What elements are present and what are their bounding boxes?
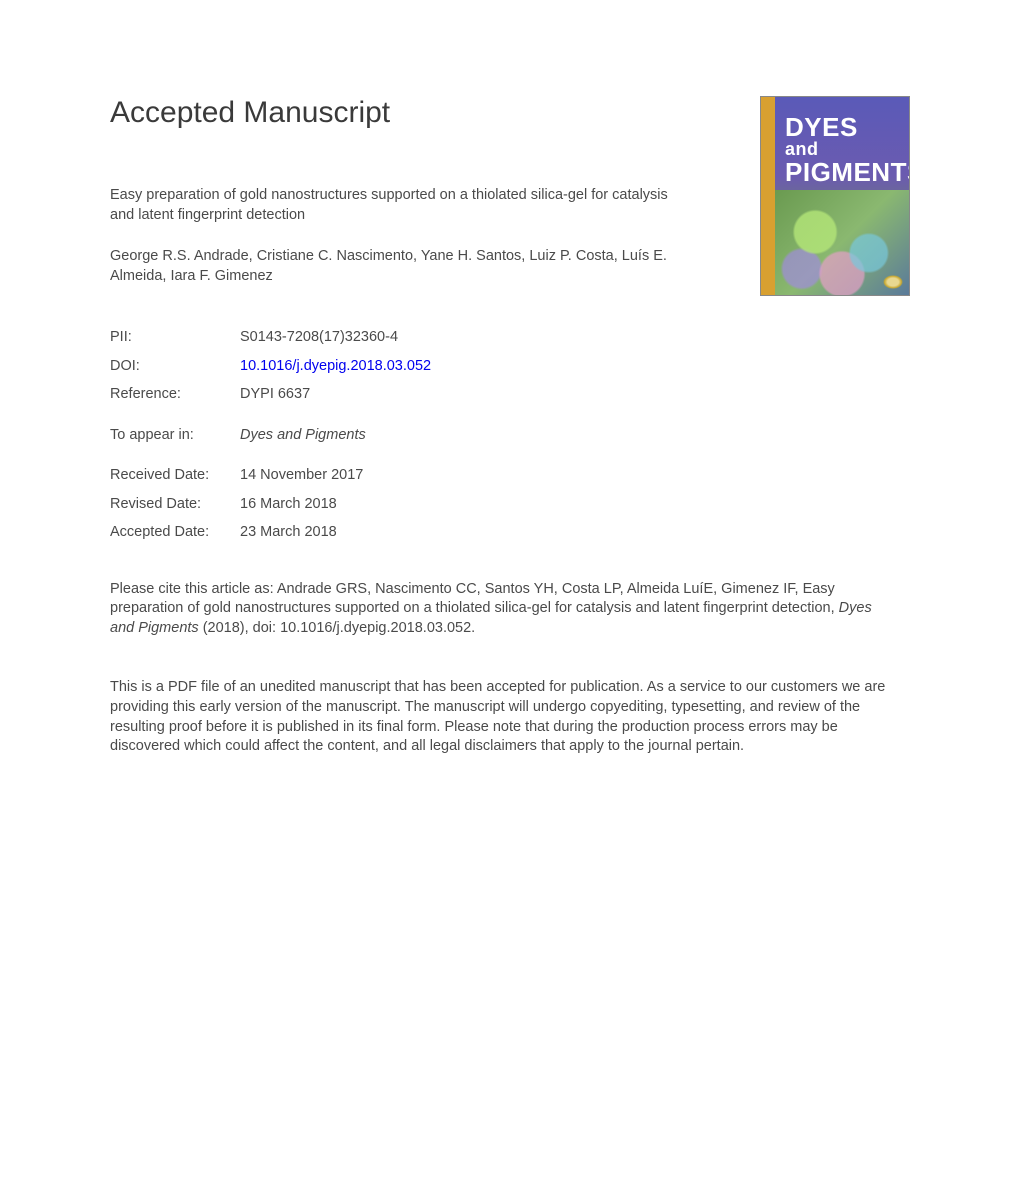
disclaimer-text: This is a PDF file of an unedited manusc… xyxy=(110,678,890,756)
manuscript-page: DYES and PIGMENTS Accepted Manuscript Ea… xyxy=(0,0,1020,757)
accepted-label: Accepted Date: xyxy=(110,525,240,540)
meta-row-appear: To appear in: Dyes and Pigments xyxy=(110,428,910,443)
meta-row-accepted: Accepted Date: 23 March 2018 xyxy=(110,525,910,540)
cover-footer xyxy=(779,271,903,289)
appear-label: To appear in: xyxy=(110,428,240,443)
pii-label: PII: xyxy=(110,330,240,345)
appear-value: Dyes and Pigments xyxy=(240,428,366,443)
received-value: 14 November 2017 xyxy=(240,468,363,483)
meta-row-reference: Reference: DYPI 6637 xyxy=(110,387,910,402)
citation-text: Please cite this article as: Andrade GRS… xyxy=(110,580,890,639)
received-label: Received Date: xyxy=(110,468,240,483)
doi-link[interactable]: 10.1016/j.dyepig.2018.03.052 xyxy=(240,359,431,374)
reference-value: DYPI 6637 xyxy=(240,387,310,402)
doi-label: DOI: xyxy=(110,359,240,374)
authors-list: George R.S. Andrade, Cristiane C. Nascim… xyxy=(110,247,670,286)
article-title: Easy preparation of gold nanostructures … xyxy=(110,186,670,225)
accepted-value: 23 March 2018 xyxy=(240,525,337,540)
cover-spine xyxy=(761,97,775,295)
meta-row-received: Received Date: 14 November 2017 xyxy=(110,468,910,483)
citation-pre: Please cite this article as: Andrade GRS… xyxy=(110,581,839,617)
metadata-table: PII: S0143-7208(17)32360-4 DOI: 10.1016/… xyxy=(110,330,910,540)
publisher-logo-icon xyxy=(883,275,903,289)
revised-value: 16 March 2018 xyxy=(240,497,337,512)
revised-label: Revised Date: xyxy=(110,497,240,512)
meta-row-pii: PII: S0143-7208(17)32360-4 xyxy=(110,330,910,345)
meta-row-revised: Revised Date: 16 March 2018 xyxy=(110,497,910,512)
citation-post: (2018), doi: 10.1016/j.dyepig.2018.03.05… xyxy=(199,620,476,636)
pii-value: S0143-7208(17)32360-4 xyxy=(240,330,398,345)
cover-title-line1: DYES xyxy=(785,115,903,140)
meta-row-doi: DOI: 10.1016/j.dyepig.2018.03.052 xyxy=(110,359,910,374)
cover-title: DYES and PIGMENTS xyxy=(785,115,903,186)
cover-title-line3: PIGMENTS xyxy=(785,160,903,185)
reference-label: Reference: xyxy=(110,387,240,402)
journal-cover-thumbnail: DYES and PIGMENTS xyxy=(760,96,910,296)
